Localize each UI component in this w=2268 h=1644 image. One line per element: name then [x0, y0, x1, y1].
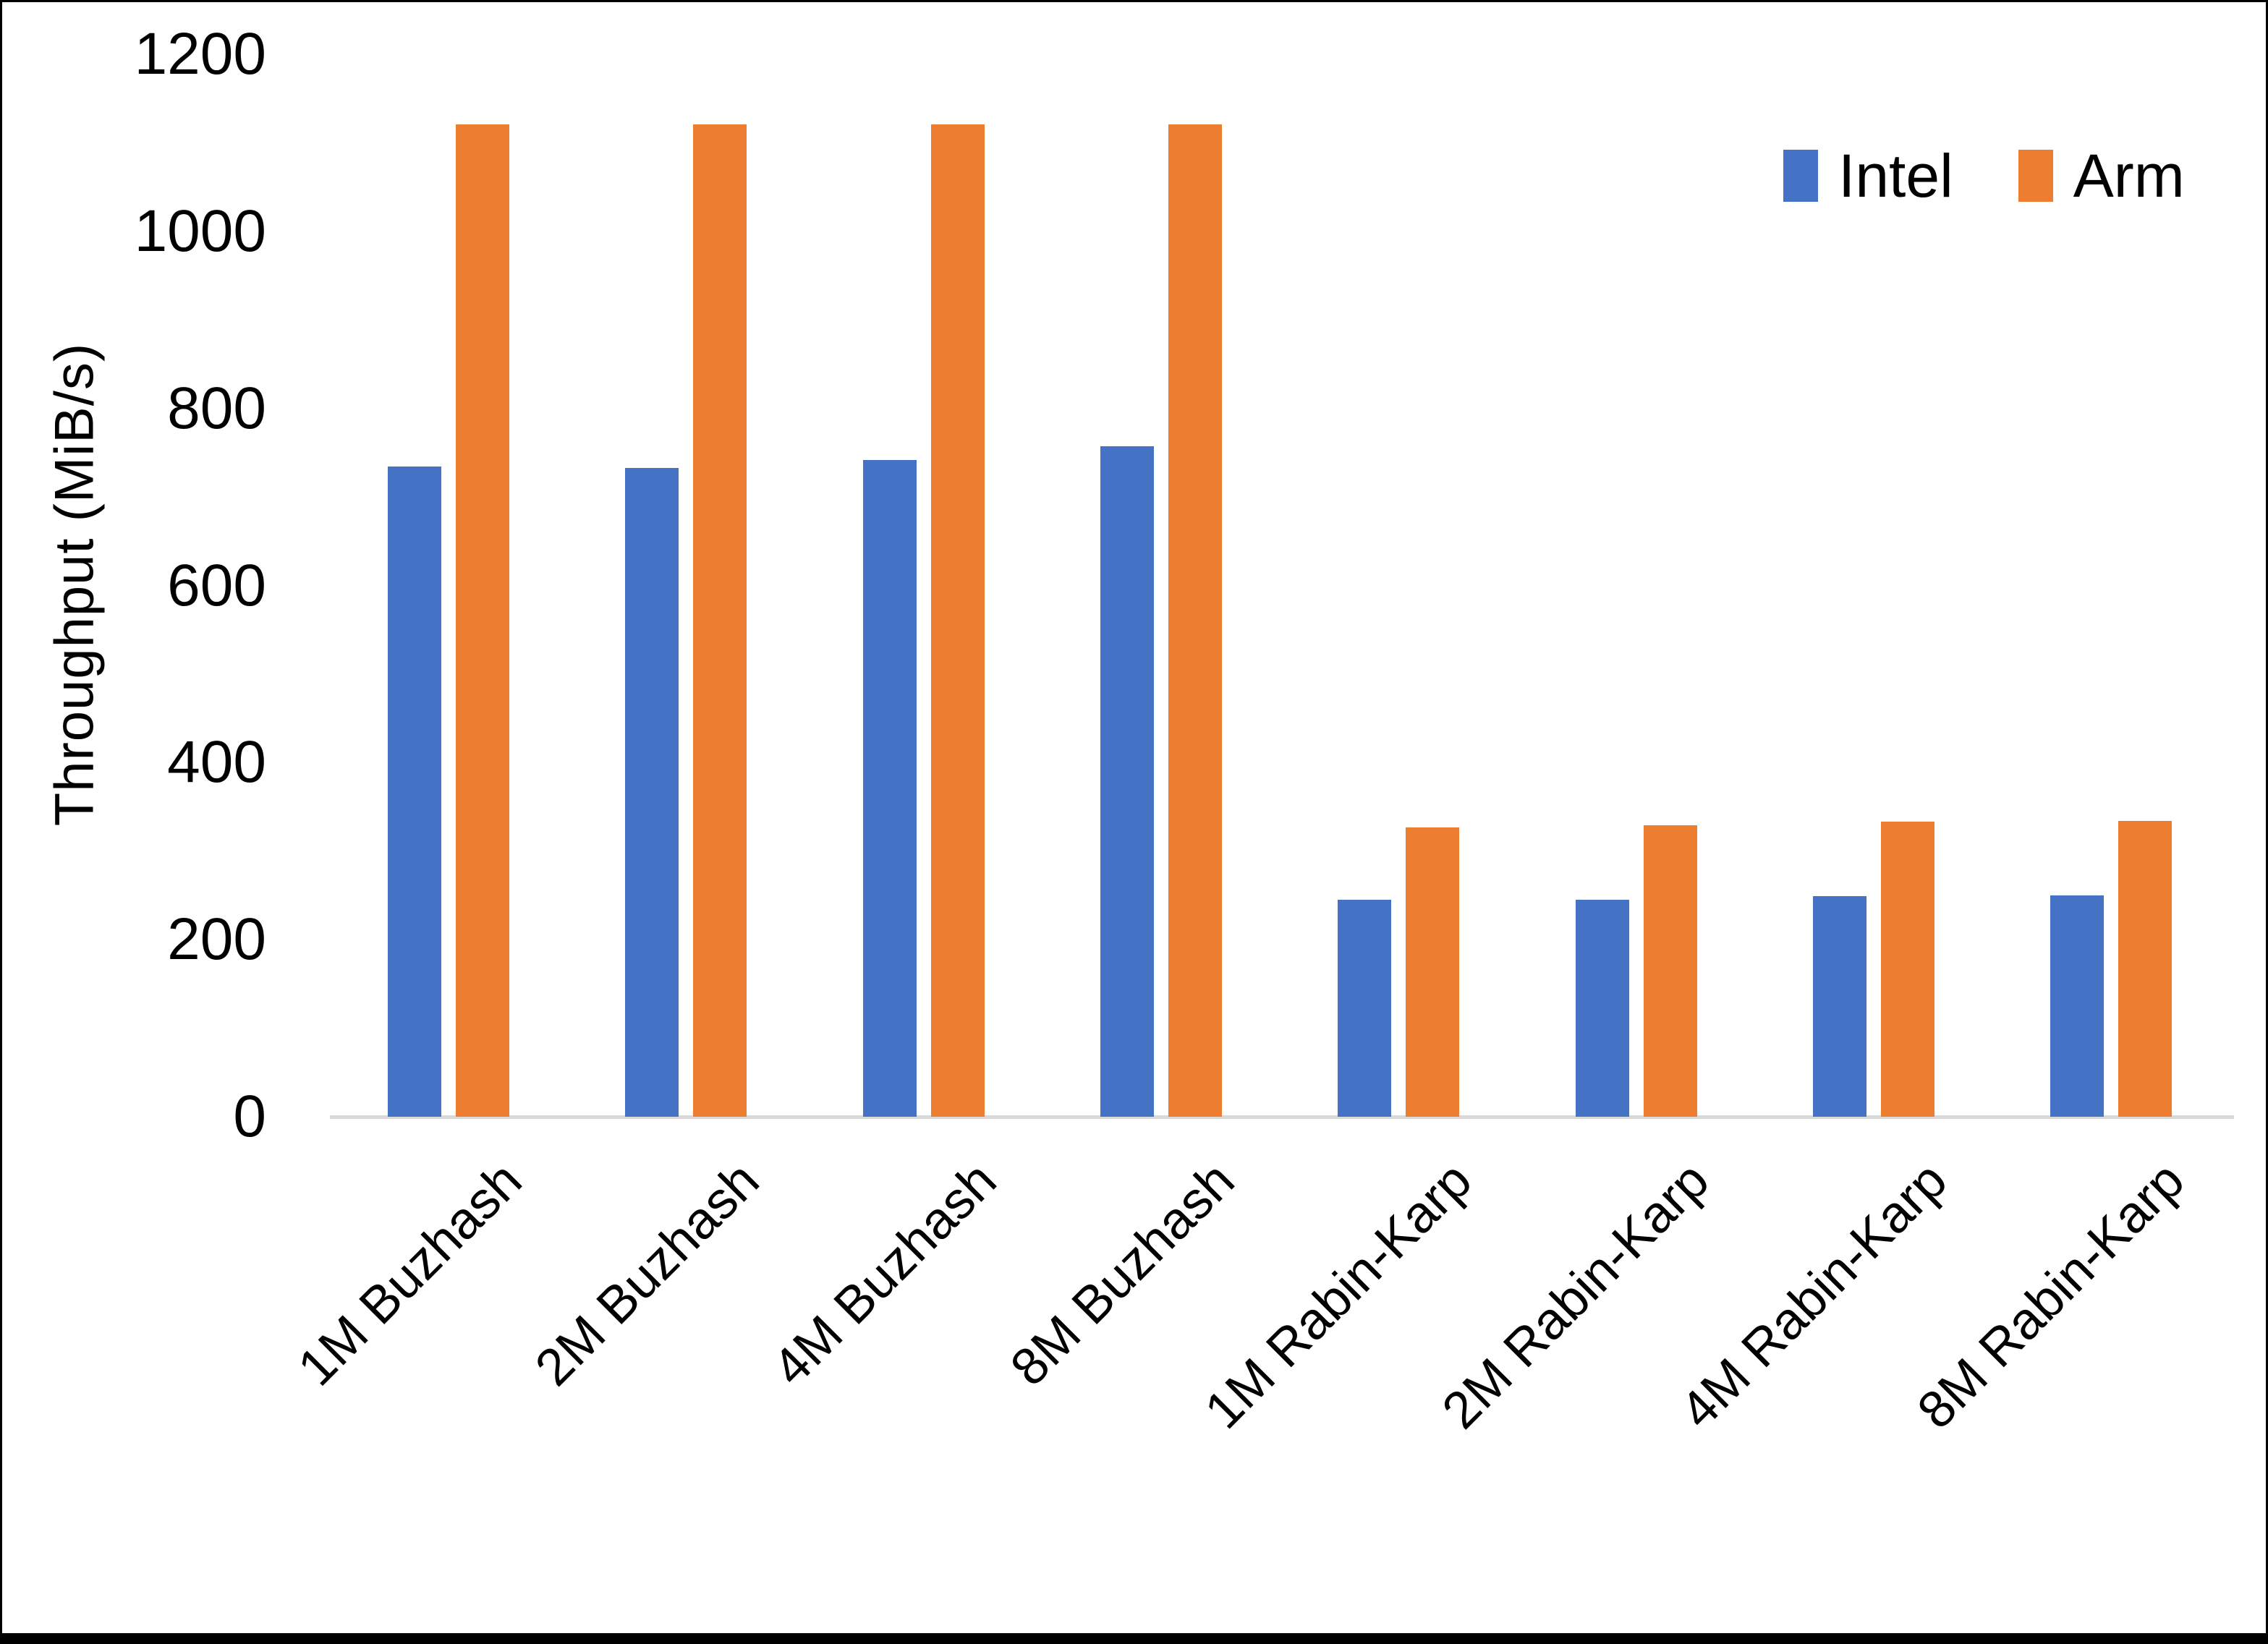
bar-intel-2 — [625, 468, 679, 1117]
bar-intel-4 — [1100, 446, 1154, 1117]
legend-swatch-intel — [1783, 150, 1818, 202]
y-tick-label: 1200 — [134, 21, 266, 87]
bar-intel-1 — [388, 467, 441, 1117]
bar-intel-3 — [863, 460, 917, 1117]
x-category-label: 2M Buzhash — [524, 1151, 770, 1397]
bar-arm-6 — [1644, 825, 1697, 1117]
legend-item-intel: Intel — [1783, 145, 1953, 206]
legend-label-arm: Arm — [2073, 142, 2185, 210]
legend-swatch-arm — [2018, 150, 2053, 202]
bar-arm-3 — [931, 124, 985, 1117]
legend-item-arm: Arm — [2018, 145, 2185, 206]
bottom-border — [2, 1633, 2266, 1644]
y-tick-label: 600 — [167, 552, 266, 618]
bar-arm-8 — [2118, 821, 2172, 1117]
y-tick-label: 800 — [167, 375, 266, 441]
legend-label-intel: Intel — [1838, 142, 1953, 210]
bar-arm-5 — [1406, 827, 1459, 1117]
bar-arm-7 — [1881, 822, 1934, 1117]
bar-intel-8 — [2050, 895, 2104, 1117]
bar-intel-5 — [1338, 900, 1391, 1117]
y-tick-label: 1000 — [134, 197, 266, 264]
bar-arm-4 — [1168, 124, 1222, 1117]
x-category-label: 1M Buzhash — [286, 1151, 533, 1397]
bar-intel-7 — [1813, 896, 1866, 1117]
legend: Intel Arm — [1783, 145, 2185, 206]
y-tick-label: 0 — [233, 1083, 266, 1149]
bar-arm-2 — [693, 124, 747, 1117]
x-axis-line — [330, 1115, 2234, 1119]
x-category-label: 8M Buzhash — [999, 1151, 1246, 1397]
y-tick-label: 200 — [167, 906, 266, 973]
bar-intel-6 — [1576, 900, 1629, 1117]
x-category-label: 4M Buzhash — [762, 1151, 1008, 1397]
y-tick-label: 400 — [167, 729, 266, 796]
bar-arm-1 — [456, 124, 509, 1117]
